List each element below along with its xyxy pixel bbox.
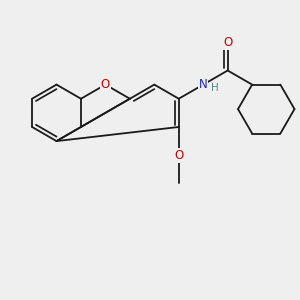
Text: O: O xyxy=(101,78,110,91)
Text: O: O xyxy=(174,149,183,162)
Text: O: O xyxy=(223,36,232,49)
Text: H: H xyxy=(211,83,218,93)
Text: N: N xyxy=(199,78,208,91)
